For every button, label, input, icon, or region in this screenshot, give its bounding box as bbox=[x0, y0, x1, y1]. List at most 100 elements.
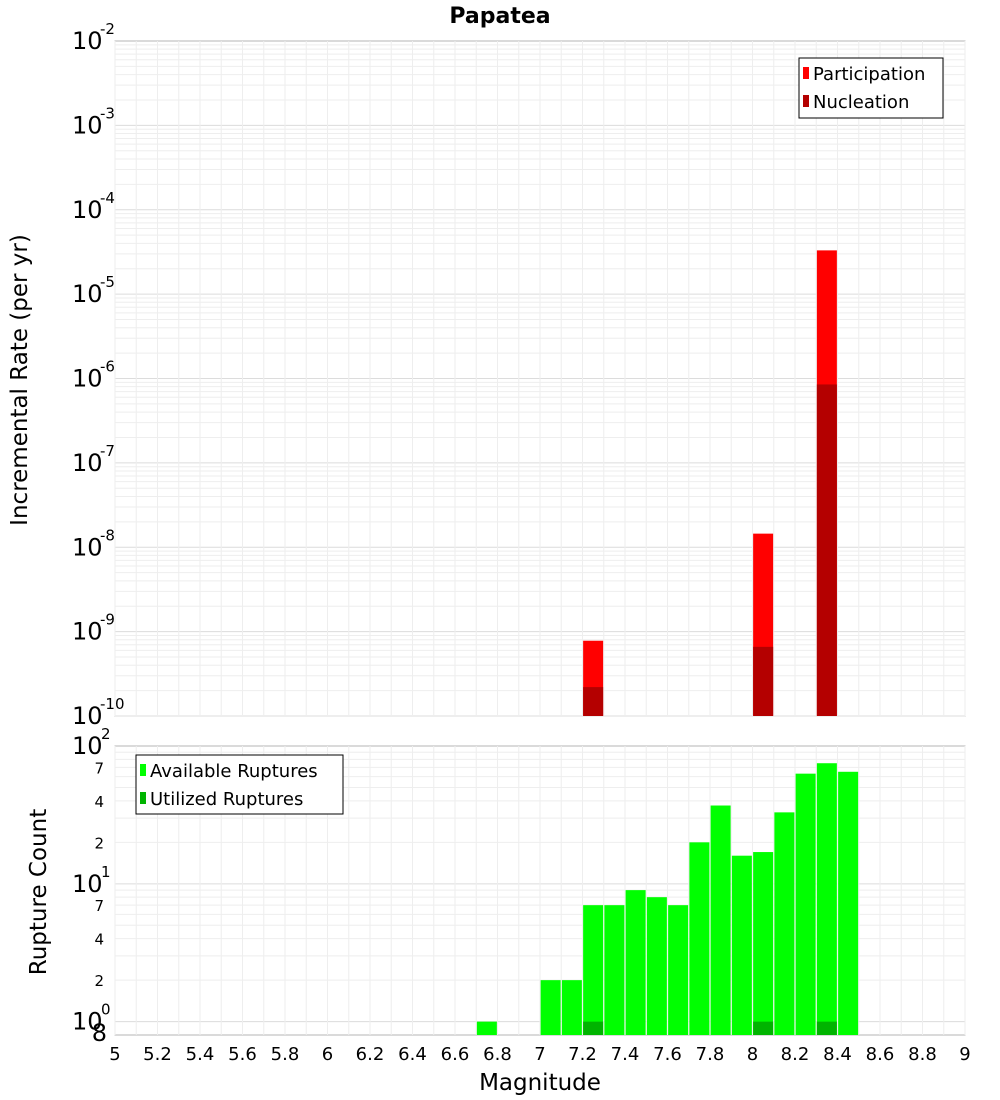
rate-y-tick-label: 10 bbox=[72, 533, 103, 561]
available-bar bbox=[561, 980, 582, 1035]
utilized-bar bbox=[583, 1021, 604, 1035]
rate-grid bbox=[114, 41, 966, 717]
available-bar bbox=[816, 763, 837, 1035]
rate-y-tick-exponent: -6 bbox=[100, 358, 115, 376]
available-bar bbox=[838, 771, 859, 1035]
count-bars bbox=[476, 763, 859, 1035]
count-y-axis-label: Rupture Count bbox=[26, 809, 52, 975]
count-y-tick-exponent: 0 bbox=[101, 1001, 111, 1019]
rate-y-tick-exponent: -4 bbox=[100, 189, 115, 207]
x-tick-label: 7.2 bbox=[568, 1044, 597, 1065]
utilized-legend-label: Utilized Ruptures bbox=[150, 789, 303, 810]
x-tick-label: 7 bbox=[534, 1044, 545, 1065]
x-tick-label: 8 bbox=[747, 1044, 758, 1065]
count-y-minor-tick-label: 7 bbox=[94, 759, 104, 777]
available-bar bbox=[583, 905, 604, 1035]
nucleation-bar bbox=[816, 384, 837, 716]
rate-legend-box bbox=[798, 57, 944, 119]
count-y-minor-tick-label: 8 bbox=[92, 1019, 107, 1047]
rate-y-tick-exponent: -8 bbox=[100, 526, 115, 544]
rate-y-tick-label: 10 bbox=[72, 111, 103, 139]
count-y-minor-tick-label: 4 bbox=[94, 931, 104, 949]
x-tick-label: 6.8 bbox=[483, 1044, 512, 1065]
rate-y-tick-label: 10 bbox=[72, 702, 103, 730]
utilized-bar bbox=[753, 1021, 774, 1035]
x-tick-label: 5.6 bbox=[228, 1044, 257, 1065]
count-y-minor-tick-label: 7 bbox=[94, 897, 104, 915]
x-tick-label: 5.2 bbox=[143, 1044, 172, 1065]
nucleation-legend-swatch bbox=[803, 95, 809, 107]
x-tick-label: 6.6 bbox=[441, 1044, 470, 1065]
x-tick-label: 8.6 bbox=[866, 1044, 895, 1065]
available-bar bbox=[774, 812, 795, 1035]
count-legend[interactable]: Available Ruptures Utilized Ruptures bbox=[135, 754, 344, 815]
available-bar bbox=[753, 852, 774, 1035]
x-tick-label: 8.4 bbox=[823, 1044, 852, 1065]
x-tick-label: 5 bbox=[109, 1044, 120, 1065]
count-y-tick-exponent: 1 bbox=[101, 863, 111, 881]
rate-y-tick-exponent: -10 bbox=[100, 695, 125, 713]
count-y-minor-tick-label: 2 bbox=[94, 972, 104, 990]
rate-y-tick-label: 10 bbox=[72, 196, 103, 224]
rate-y-tick-exponent: -9 bbox=[100, 611, 115, 629]
rate-y-axis-label: Incremental Rate (per yr) bbox=[7, 234, 33, 526]
count-x-ticks: 5 5.2 5.4 5.6 5.8 6 6.2 6.4 6.6 6.8 7 7.2 7.4 7.6 7.8 8… bbox=[109, 1044, 970, 1065]
x-tick-label: 6.4 bbox=[398, 1044, 427, 1065]
available-legend-label: Available Ruptures bbox=[150, 761, 318, 782]
count-grid bbox=[114, 746, 966, 1035]
x-tick-label: 9 bbox=[959, 1044, 970, 1065]
x-tick-label: 6.2 bbox=[356, 1044, 385, 1065]
nucleation-bar bbox=[753, 646, 774, 716]
count-y-tick-exponent: 2 bbox=[101, 725, 111, 743]
rate-y-tick-exponent: -3 bbox=[100, 104, 115, 122]
available-bar bbox=[476, 1021, 497, 1035]
x-axis-label: Magnitude bbox=[479, 1070, 601, 1096]
available-bar bbox=[689, 842, 710, 1035]
utilized-bar bbox=[816, 1021, 837, 1035]
count-legend-box bbox=[135, 754, 344, 815]
rate-y-tick-label: 10 bbox=[72, 618, 103, 646]
rate-y-tick-label: 10 bbox=[72, 365, 103, 393]
x-tick-label: 6 bbox=[322, 1044, 333, 1065]
x-tick-label: 8.2 bbox=[781, 1044, 810, 1065]
available-bar bbox=[540, 980, 561, 1035]
available-bar bbox=[668, 905, 689, 1035]
rate-y-tick-exponent: -2 bbox=[100, 20, 115, 38]
chart-title: Papatea bbox=[449, 4, 550, 29]
available-legend-swatch bbox=[140, 764, 146, 776]
available-bar bbox=[710, 805, 731, 1035]
rate-y-tick-exponent: -5 bbox=[100, 273, 115, 291]
available-bar bbox=[625, 890, 646, 1035]
count-y-minor-tick-label: 2 bbox=[94, 834, 104, 852]
rate-y-tick-label: 10 bbox=[72, 280, 103, 308]
x-tick-label: 5.4 bbox=[186, 1044, 215, 1065]
rate-y-tick-label: 10 bbox=[72, 449, 103, 477]
nucleation-legend-label: Nucleation bbox=[813, 92, 909, 113]
utilized-legend-swatch bbox=[140, 792, 146, 804]
rate-bars bbox=[583, 250, 837, 717]
count-y-minor-tick-label: 4 bbox=[94, 793, 104, 811]
participation-legend-swatch bbox=[803, 67, 809, 79]
participation-legend-label: Participation bbox=[813, 64, 925, 85]
count-y-tick-label: 10 bbox=[72, 732, 103, 760]
available-bar bbox=[795, 773, 816, 1035]
x-tick-label: 7.6 bbox=[653, 1044, 682, 1065]
x-tick-label: 5.8 bbox=[271, 1044, 300, 1065]
x-tick-label: 7.8 bbox=[696, 1044, 725, 1065]
rate-y-tick-label: 10 bbox=[72, 27, 103, 55]
rate-y-tick-exponent: -7 bbox=[100, 442, 115, 460]
available-bar bbox=[731, 855, 752, 1035]
count-y-tick-label: 10 bbox=[72, 1008, 103, 1036]
nucleation-bar bbox=[583, 687, 604, 716]
available-bar bbox=[646, 897, 667, 1035]
x-tick-label: 7.4 bbox=[611, 1044, 640, 1065]
x-tick-label: 8.8 bbox=[908, 1044, 937, 1065]
rate-legend[interactable]: Participation Nucleation bbox=[798, 57, 944, 119]
available-bar bbox=[604, 905, 625, 1035]
count-y-tick-label: 10 bbox=[72, 870, 103, 898]
